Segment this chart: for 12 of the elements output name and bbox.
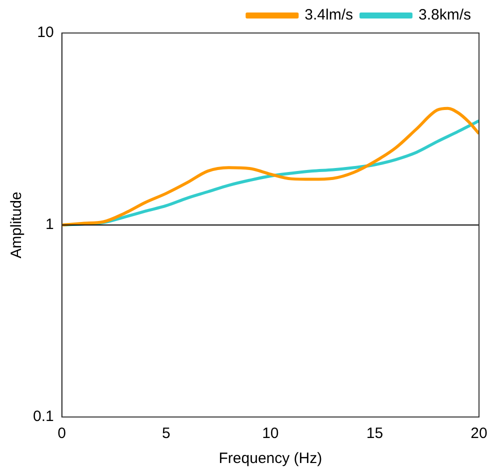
y-tick-label: 1	[46, 216, 54, 234]
x-tick-label: 0	[58, 425, 66, 442]
legend-label: 3.4lm/s	[304, 6, 353, 24]
legend-label: 3.8km/s	[418, 6, 471, 24]
x-axis-title: Frequency (Hz)	[218, 450, 322, 468]
y-tick-label: 0.1	[32, 408, 54, 426]
x-tick-label: 10	[262, 425, 279, 442]
x-tick-label: 20	[470, 425, 488, 442]
y-tick-label: 10	[37, 24, 54, 42]
x-tick-label: 5	[162, 425, 170, 442]
x-tick-label: 15	[366, 425, 384, 442]
y-axis-title: Amplitude	[8, 192, 26, 258]
